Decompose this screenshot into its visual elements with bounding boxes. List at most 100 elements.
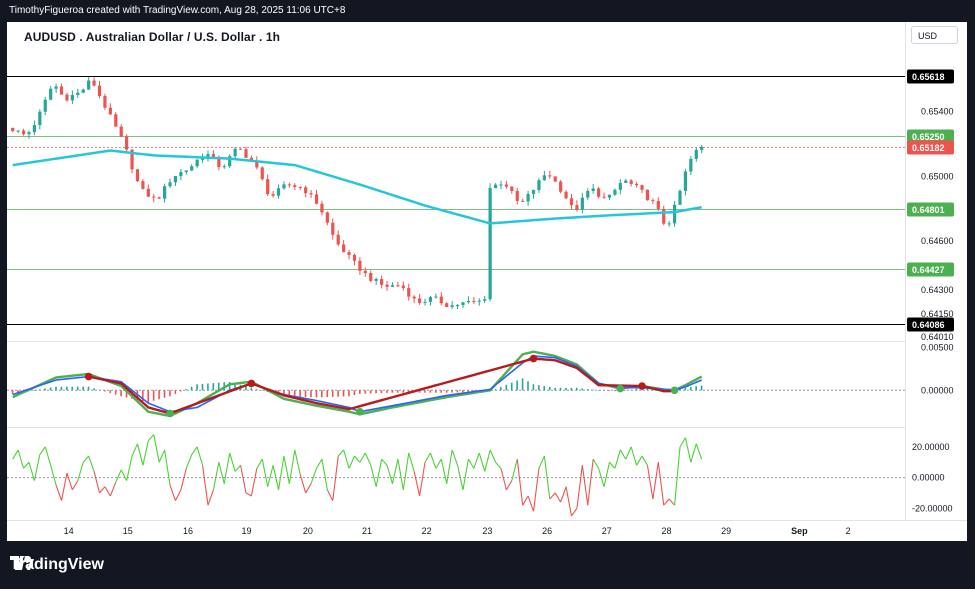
candle-body: [597, 188, 601, 197]
histogram-bar: [304, 390, 307, 398]
momentum-segment: [33, 454, 41, 481]
momentum-segment: [630, 446, 638, 466]
momentum-segment: [223, 452, 231, 484]
candle-body: [586, 190, 590, 198]
histogram-bar: [33, 390, 36, 391]
candle-body: [363, 270, 367, 274]
brand-logo[interactable]: TradingView: [10, 556, 104, 574]
momentum-segment: [66, 472, 73, 491]
momentum-segment: [641, 455, 648, 466]
histogram-bar: [76, 386, 79, 391]
cross-marker: [247, 379, 256, 388]
candle-body: [16, 130, 20, 132]
histogram-bar: [196, 384, 198, 391]
candle-body: [266, 179, 270, 195]
histogram-bar: [576, 387, 578, 391]
cross-marker: [356, 407, 364, 416]
histogram-bar: [635, 388, 638, 391]
histogram-bar: [456, 390, 459, 393]
momentum-segment: [424, 452, 431, 463]
momentum-segment: [71, 480, 79, 491]
histogram-bar: [71, 386, 74, 391]
candle-body: [43, 99, 47, 112]
histogram-bar: [592, 389, 594, 391]
candle-body: [59, 86, 64, 95]
candle-body: [260, 167, 264, 180]
histogram-bar: [548, 386, 551, 391]
candle-body: [483, 299, 487, 301]
momentum-segment: [646, 465, 654, 500]
momentum-segment: [652, 462, 659, 500]
momentum-segment: [158, 449, 166, 463]
momentum-segment: [511, 459, 518, 481]
histogram-bar: [695, 386, 697, 391]
histogram-bar: [11, 390, 14, 394]
candle-body: [580, 197, 584, 210]
candle-body: [54, 86, 58, 89]
candle-body: [602, 196, 606, 198]
candle-body: [103, 95, 107, 108]
candle-body: [271, 194, 275, 196]
momentum-segment: [592, 458, 600, 469]
candle-body: [624, 180, 628, 183]
candle-body: [515, 190, 519, 201]
candle-body: [211, 154, 216, 158]
momentum-segment: [419, 462, 426, 497]
candle-body: [163, 186, 167, 199]
momentum-segment: [565, 486, 573, 517]
momentum-segment: [180, 468, 187, 490]
candle-body: [157, 197, 161, 199]
candle-body: [336, 234, 340, 245]
momentum-segment: [495, 461, 502, 469]
signal-red-series: [88, 357, 675, 415]
histogram-bar: [158, 390, 160, 400]
histogram-bar: [613, 390, 616, 392]
candle-body: [249, 157, 254, 161]
histogram-bar: [44, 388, 46, 391]
histogram-bar: [174, 390, 177, 394]
histogram-bar: [586, 389, 589, 391]
candle-body: [423, 301, 427, 303]
histogram-bar: [386, 390, 388, 393]
candle-body: [634, 183, 639, 186]
momentum-segment: [538, 455, 545, 469]
histogram-bar: [331, 390, 334, 397]
momentum-segment: [261, 459, 269, 487]
candle-body: [390, 285, 395, 287]
histogram-bar: [98, 389, 101, 391]
histogram-bar: [49, 387, 52, 391]
currency-selector[interactable]: USD: [911, 26, 958, 44]
histogram-bar: [684, 387, 687, 391]
histogram-bar: [603, 390, 605, 391]
histogram-bar: [554, 387, 556, 391]
price-tag: [907, 202, 954, 217]
chart-title: AUDUSD . Australian Dollar / U.S. Dollar…: [24, 30, 281, 44]
candle-body: [531, 189, 536, 194]
candle-body: [190, 166, 194, 171]
momentum-segment: [554, 492, 562, 503]
histogram-bar: [142, 390, 144, 402]
histogram-bar: [104, 390, 106, 392]
histogram-bar: [321, 390, 323, 398]
histogram-bar: [310, 390, 312, 398]
momentum-segment: [375, 459, 383, 487]
momentum-segment: [695, 443, 703, 460]
histogram-bar: [342, 390, 345, 397]
histogram-bar: [570, 387, 573, 391]
histogram-bar: [445, 390, 448, 393]
candle-body: [276, 188, 281, 196]
candle-body: [694, 149, 698, 159]
momentum-segment: [104, 486, 111, 497]
momentum-segment: [44, 446, 52, 466]
momentum-segment: [467, 458, 475, 469]
time-axis-label: 19: [242, 526, 252, 536]
candle-body: [49, 88, 53, 100]
price-axis-label: 0.64010: [921, 332, 954, 342]
time-axis-label: 29: [721, 526, 731, 536]
momentum-segment: [60, 472, 68, 501]
candle-body: [347, 252, 351, 255]
candle-body: [667, 223, 671, 225]
momentum-segment: [277, 455, 285, 490]
momentum-segment: [50, 465, 57, 486]
